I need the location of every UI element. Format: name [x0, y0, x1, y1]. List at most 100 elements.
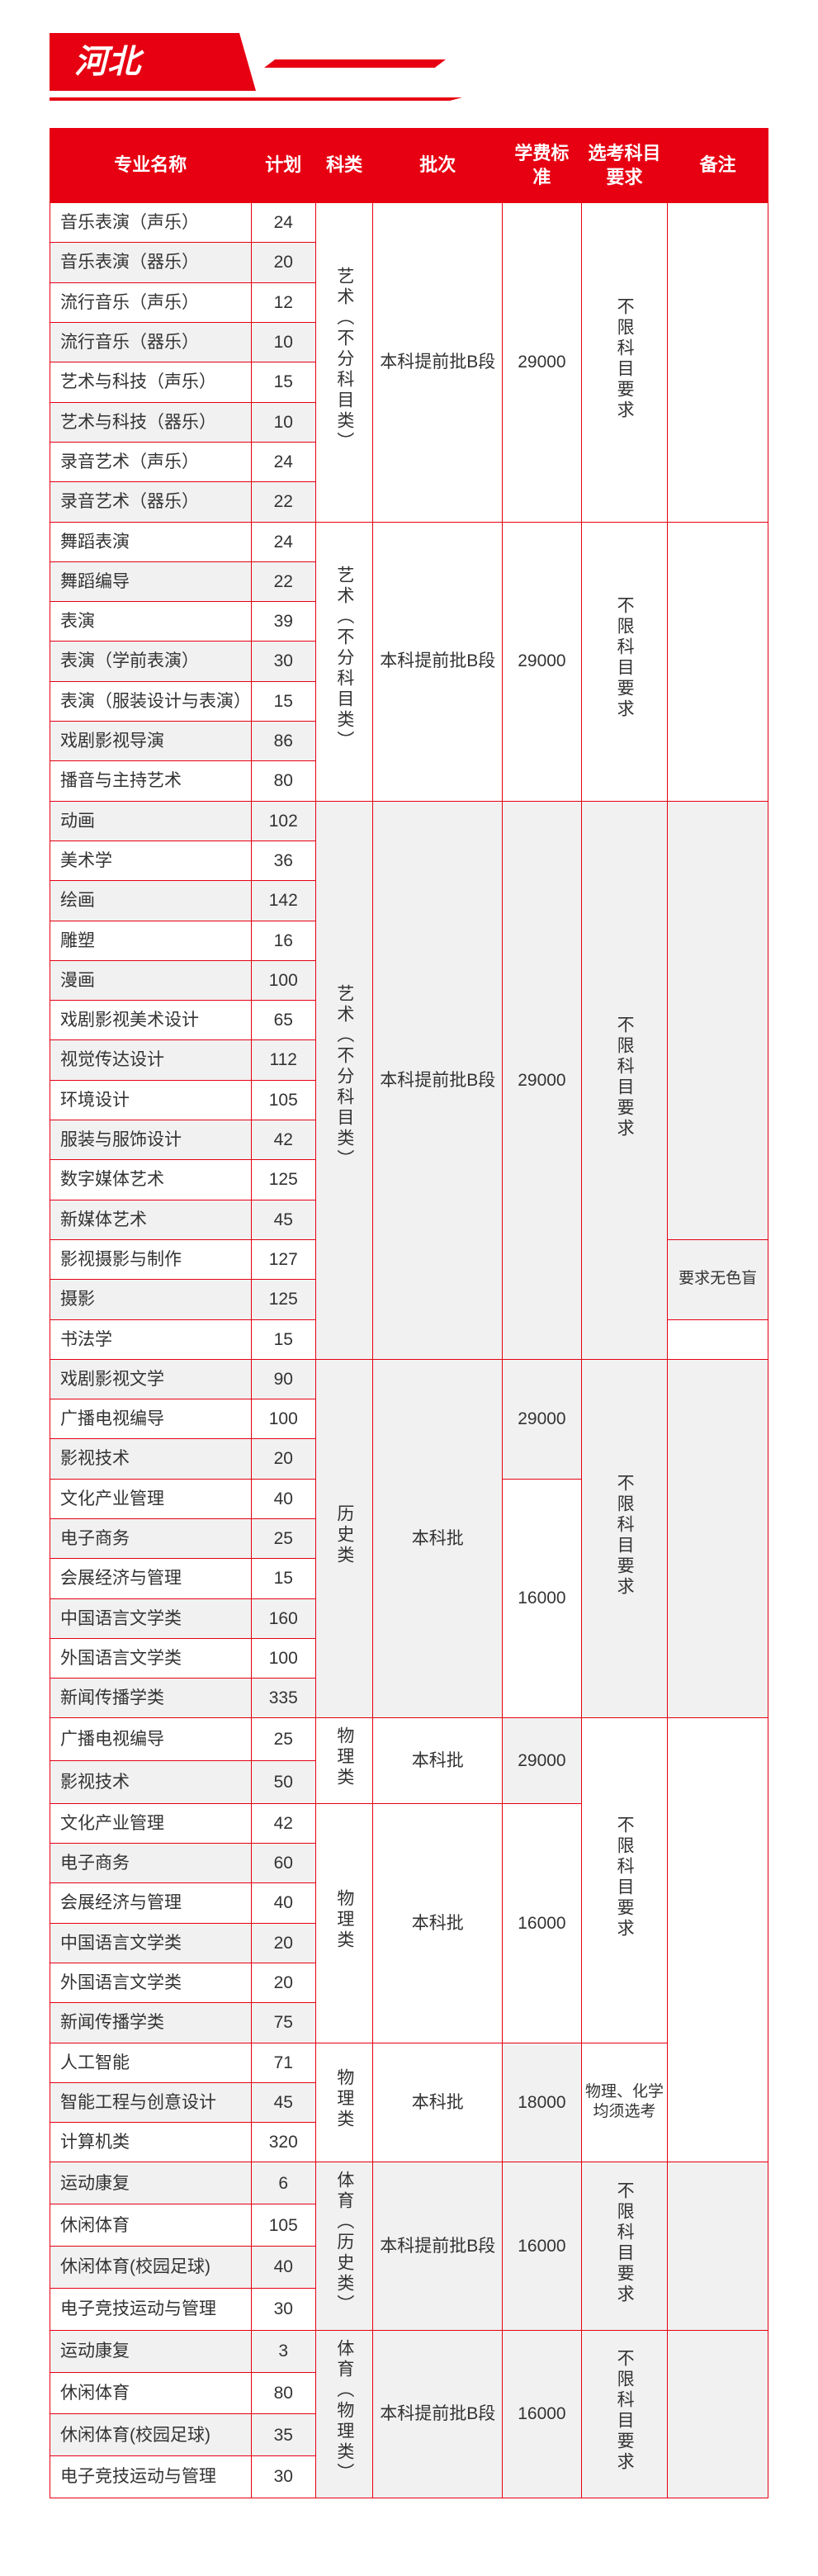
province-title: 河北: [50, 33, 256, 91]
cell-name: 文化产业管理: [50, 1479, 252, 1518]
table-header-row: 专业名称 计划 科类 批次 学费标准 选考科目要求 备注: [50, 129, 768, 203]
cat-text: 体育（历史类）: [332, 2171, 356, 2315]
cell-cat: 艺术（不分科目类）: [315, 522, 373, 801]
cell-name: 摄影: [50, 1280, 252, 1319]
cell-plan: 24: [251, 442, 315, 481]
cell-req: 不限科目要求: [581, 1359, 667, 1718]
cell-name: 服装与服饰设计: [50, 1120, 252, 1160]
cell-plan: 20: [251, 1963, 315, 2002]
cell-req: 物理、化学均须选考: [581, 2043, 667, 2162]
cell-name: 书法学: [50, 1319, 252, 1359]
cell-fee: 18000: [503, 2043, 582, 2162]
cell-req: 不限科目要求: [581, 2330, 667, 2498]
req-text: 不限科目要求: [612, 1016, 636, 1139]
cell-batch: 本科批: [373, 1803, 503, 2043]
cell-plan: 25: [251, 1718, 315, 1761]
cell-plan: 24: [251, 522, 315, 561]
cell-plan: 15: [251, 1559, 315, 1598]
cell-plan: 100: [251, 1399, 315, 1439]
cell-name: 表演（服装设计与表演）: [50, 681, 252, 721]
cell-name: 计算机类: [50, 2123, 252, 2162]
cell-req: 不限科目要求: [581, 2162, 667, 2330]
cell-cat: 物理类: [315, 1803, 373, 2043]
req-text: 不限科目要求: [612, 1474, 636, 1598]
cell-plan: 15: [251, 362, 315, 402]
table-row: 广播电视编导 25 物理类 本科批 29000 不限科目要求: [50, 1718, 768, 1761]
cell-plan: 102: [251, 801, 315, 841]
cell-plan: 160: [251, 1598, 315, 1638]
cell-name: 影视技术: [50, 1761, 252, 1804]
req-text: 不限科目要求: [612, 2181, 636, 2305]
banner-underline: [50, 97, 462, 101]
cell-plan: 12: [251, 282, 315, 322]
cell-fee: 29000: [503, 522, 582, 801]
table-row: 人工智能 71 物理类 本科批 18000 物理、化学均须选考: [50, 2043, 768, 2082]
cell-note: [668, 2330, 768, 2498]
cell-name: 艺术与科技（器乐）: [50, 402, 252, 442]
cell-plan: 42: [251, 1120, 315, 1160]
cell-plan: 36: [251, 841, 315, 880]
th-note: 备注: [668, 129, 768, 203]
cell-plan: 86: [251, 722, 315, 761]
cell-fee: 16000: [503, 2330, 582, 2498]
cell-plan: 10: [251, 402, 315, 442]
req-text: 不限科目要求: [612, 2349, 636, 2473]
cell-name: 播音与主持艺术: [50, 761, 252, 801]
cell-note: [668, 522, 768, 801]
cell-plan: 40: [251, 1883, 315, 1923]
cell-name: 新闻传播学类: [50, 1679, 252, 1718]
th-plan: 计划: [251, 129, 315, 203]
cell-name: 流行音乐（声乐）: [50, 282, 252, 322]
cell-req: 不限科目要求: [581, 1718, 667, 2043]
cell-plan: 30: [251, 2456, 315, 2498]
cell-batch: 本科提前批B段: [373, 522, 503, 801]
cell-plan: 90: [251, 1359, 315, 1399]
cell-name: 会展经济与管理: [50, 1883, 252, 1923]
cell-name: 电子商务: [50, 1844, 252, 1883]
cell-plan: 75: [251, 2003, 315, 2043]
cat-text: 物理类: [332, 1889, 356, 1951]
cell-name: 流行音乐（器乐）: [50, 323, 252, 362]
cell-plan: 142: [251, 881, 315, 921]
cell-name: 表演（学前表演）: [50, 642, 252, 681]
cell-name: 数字媒体艺术: [50, 1160, 252, 1200]
cell-plan: 125: [251, 1280, 315, 1319]
table-row: 运动康复 6 体育（历史类） 本科提前批B段 16000 不限科目要求: [50, 2162, 768, 2204]
cell-fee: 16000: [503, 1803, 582, 2043]
cell-name: 文化产业管理: [50, 1803, 252, 1843]
cell-plan: 127: [251, 1239, 315, 1279]
req-text: 不限科目要求: [612, 1816, 636, 1939]
cat-text: 历史类: [332, 1504, 356, 1566]
cell-batch: 本科批: [373, 2043, 503, 2162]
cell-plan: 105: [251, 1080, 315, 1120]
cell-plan: 6: [251, 2162, 315, 2204]
cell-name: 戏剧影视导演: [50, 722, 252, 761]
cell-plan: 10: [251, 323, 315, 362]
cell-fee: 29000: [503, 203, 582, 522]
cell-name: 中国语言文学类: [50, 1598, 252, 1638]
cell-plan: 45: [251, 2082, 315, 2122]
cell-name: 电子竞技运动与管理: [50, 2456, 252, 2498]
cell-name: 人工智能: [50, 2043, 252, 2082]
cell-req: 不限科目要求: [581, 203, 667, 522]
cell-name: 环境设计: [50, 1080, 252, 1120]
cell-name: 音乐表演（声乐）: [50, 203, 252, 243]
cell-name: 戏剧影视美术设计: [50, 1001, 252, 1040]
cat-text: 物理类: [332, 1726, 356, 1788]
cell-plan: 71: [251, 2043, 315, 2082]
cell-name: 美术学: [50, 841, 252, 880]
cell-name: 广播电视编导: [50, 1399, 252, 1439]
page: 河北 专业名称 计划 科类 批次 学费标准 选考科目要求 备注 音乐表演（声乐）…: [0, 0, 818, 2531]
cell-cat: 物理类: [315, 2043, 373, 2162]
province-banner: 河北: [50, 33, 768, 107]
admission-table: 专业名称 计划 科类 批次 学费标准 选考科目要求 备注 音乐表演（声乐） 24…: [50, 128, 768, 2498]
th-batch: 批次: [373, 129, 503, 203]
table-row: 动画 102 艺术（不分科目类） 本科提前批B段 29000 不限科目要求: [50, 801, 768, 841]
cell-note: 要求无色盲: [668, 1239, 768, 1319]
cell-name: 会展经济与管理: [50, 1559, 252, 1598]
cell-plan: 112: [251, 1040, 315, 1080]
cell-plan: 40: [251, 2247, 315, 2289]
cell-fee: 29000: [503, 1359, 582, 1479]
cell-name: 外国语言文学类: [50, 1638, 252, 1678]
table-row: 舞蹈表演 24 艺术（不分科目类） 本科提前批B段 29000 不限科目要求: [50, 522, 768, 561]
